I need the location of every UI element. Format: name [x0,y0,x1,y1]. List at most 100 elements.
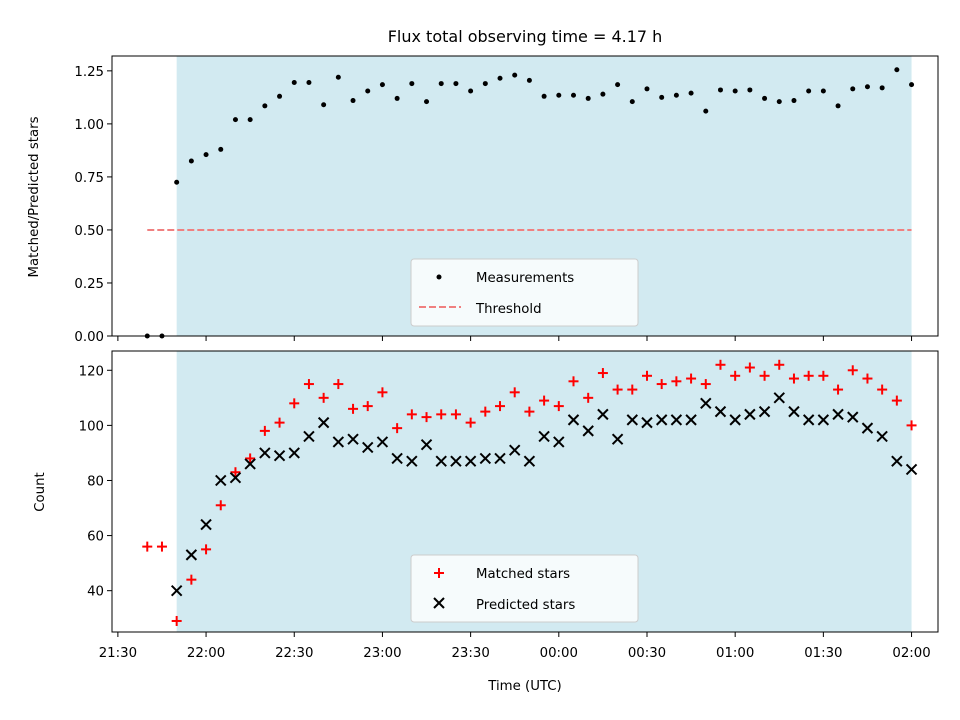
predicted-star-point-b [200,518,212,531]
matched-star-point [436,409,447,420]
predicted-star-point [773,392,785,404]
measurement-point [806,88,812,94]
predicted-star-point-b [876,430,888,443]
x-tick-label: 02:00 [892,646,930,661]
predicted-star-point-b [655,414,668,426]
predicted-star-point [185,549,198,561]
predicted-star-point-b [626,414,638,426]
predicted-star-point-b [597,408,609,421]
predicted-star-point-b [538,430,550,443]
measurement-point [688,90,694,96]
predicted-star-point [244,458,256,470]
predicted-star-point [494,452,506,465]
measurement-point [629,99,635,105]
predicted-star-point-b [303,430,315,443]
matched-star-point [803,370,814,381]
predicted-star-point [700,397,712,410]
matched-star-point [480,406,491,417]
measurement-point [438,81,444,87]
x-tick-label: 00:30 [628,646,666,661]
matched-star-point [597,368,608,379]
matched-star-point [465,417,476,428]
matched-star-point [392,423,403,434]
predicted-star-point [509,444,521,456]
measurement-point [424,99,430,105]
measurement-point [894,67,900,73]
matched-star-point [201,544,212,555]
predicted-star-point [876,430,888,443]
x-tick-label: 01:30 [804,646,842,661]
matched-star-point [833,384,844,395]
measurement-point [673,92,679,98]
measurement-point [497,75,503,81]
predicted-star-point [450,455,462,467]
predicted-star-point-b [523,455,536,467]
matched-star-point [186,574,197,585]
predicted-star-point [670,414,683,426]
predicted-star-point-b [259,447,271,459]
predicted-star-point-b [376,436,389,448]
bottom-legend: Matched stars Predicted stars [410,554,639,623]
matched-star-point [230,467,241,478]
predicted-star-point [538,430,550,443]
predicted-star-point-b [641,416,653,429]
measurement-point [541,93,547,99]
predicted-star-point-b [435,455,447,467]
predicted-star-point-b [714,405,727,418]
legend-plus-marker [434,568,444,578]
matched-star-point [362,401,373,412]
x-tick-label: 22:00 [187,646,225,661]
bottom-axes-frame [111,350,939,633]
top-y-tick-label: 1.00 [74,118,104,133]
matched-star-point [509,387,520,398]
predicted-star-point-b [758,405,771,418]
measurement-point [762,95,768,101]
predicted-star-point [611,433,624,445]
predicted-star-point [391,452,403,465]
predicted-star-point [758,405,771,418]
measurement-point [571,92,577,98]
matched-star-point [568,376,579,387]
predicted-star-point [861,422,874,434]
predicted-star-point [332,436,345,448]
x-tick-label: 23:00 [363,646,401,661]
matched-star-point [421,412,432,423]
x-tick-label: 00:00 [540,646,578,661]
predicted-star-point-b [788,405,800,418]
predicted-star-point-b [479,452,492,465]
predicted-star-point [523,455,536,467]
predicted-star-point [685,414,697,426]
predicted-star-point-b [420,438,433,451]
measurement-point [394,95,400,101]
measurement-point [776,99,782,105]
predicted-star-point-b [773,392,785,404]
measurement-point [262,103,268,109]
top-legend: Measurements Threshold [410,258,639,327]
predicted-star-point [464,455,477,467]
measurement-point [482,81,488,87]
measurement-point [556,92,562,98]
measurement-point [174,179,180,185]
measurement-point [659,94,665,100]
measurement-point [232,117,238,123]
bottom-legend-box [410,554,639,623]
predicted-star-point-b [553,436,565,448]
predicted-star-point [273,449,286,462]
predicted-star-point-b [406,455,418,467]
measurement-point [277,93,283,99]
matched-star-point [377,387,388,398]
top-legend-box [410,258,639,327]
chart-title: Flux total observing time = 4.17 h [388,27,663,46]
predicted-star-point [420,438,433,451]
predicted-star-point-b [273,449,286,462]
predicted-star-point-b [729,414,741,426]
legend-x-marker [433,597,445,609]
measurement-point [879,85,885,91]
matched-star-point [641,370,652,381]
predicted-star-point [905,463,918,476]
measurement-point [820,88,826,94]
measurement-point [188,158,194,164]
matched-star-point [686,373,697,384]
measurement-point [468,88,474,94]
matched-star-point [245,453,256,464]
